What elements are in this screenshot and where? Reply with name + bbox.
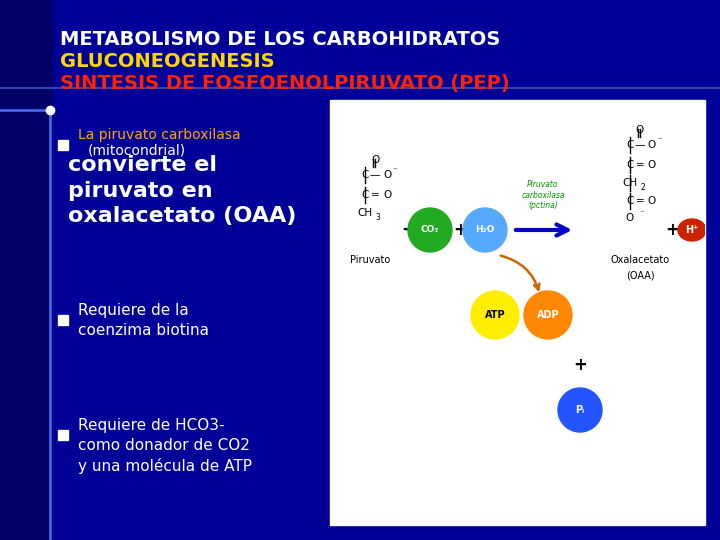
Text: =: =	[636, 196, 644, 206]
Text: CH: CH	[622, 178, 638, 188]
Bar	[58, 140, 68, 150]
Circle shape	[524, 291, 572, 339]
Circle shape	[463, 208, 507, 252]
Text: Oxalacetato: Oxalacetato	[611, 255, 670, 265]
Text: La piruvato carboxilasa: La piruvato carboxilasa	[78, 128, 240, 142]
Text: H₂O: H₂O	[475, 226, 495, 234]
Text: Piruvato: Piruvato	[350, 255, 390, 265]
Text: C: C	[626, 140, 634, 150]
Text: Requiere de HCO3-
como donador de CO2
y una molécula de ATP: Requiere de HCO3- como donador de CO2 y …	[78, 418, 252, 474]
Bar	[0, 0, 52, 540]
Text: ADP: ADP	[536, 310, 559, 320]
Text: O: O	[648, 196, 656, 206]
Text: convierte el
piruvato en
oxalacetato (OAA): convierte el piruvato en oxalacetato (OA…	[68, 155, 297, 226]
Text: O: O	[648, 160, 656, 170]
Text: 3: 3	[376, 213, 380, 221]
Text: (mitocondrial): (mitocondrial)	[88, 144, 186, 158]
Text: SINTESIS DE FOSFOENOLPIRUVATO (PEP): SINTESIS DE FOSFOENOLPIRUVATO (PEP)	[60, 74, 510, 93]
Text: CO₂: CO₂	[420, 226, 439, 234]
Text: =: =	[636, 160, 644, 170]
Text: C: C	[361, 170, 369, 180]
Text: 2: 2	[641, 183, 645, 192]
Text: ⁻: ⁻	[657, 137, 662, 145]
Text: +: +	[573, 356, 587, 374]
Text: =: =	[371, 190, 379, 200]
Text: O: O	[371, 155, 379, 165]
Circle shape	[471, 291, 519, 339]
Text: H⁺: H⁺	[685, 225, 698, 235]
Text: —: —	[370, 170, 380, 180]
Text: ATP: ATP	[485, 310, 505, 320]
Text: Pᵢ: Pᵢ	[575, 405, 585, 415]
Text: Piruvato
carboxilasa
(pctina): Piruvato carboxilasa (pctina)	[521, 180, 564, 210]
Text: C: C	[626, 160, 634, 170]
Text: +: +	[453, 221, 467, 239]
Text: —: —	[635, 140, 645, 150]
Bar	[58, 315, 68, 325]
Text: (OAA): (OAA)	[626, 270, 654, 280]
Text: O: O	[636, 125, 644, 135]
Circle shape	[408, 208, 452, 252]
Text: METABOLISMO DE LOS CARBOHIDRATOS: METABOLISMO DE LOS CARBOHIDRATOS	[60, 30, 500, 49]
Text: +: +	[665, 221, 679, 239]
Text: ⁻: ⁻	[392, 166, 397, 176]
Text: C: C	[361, 190, 369, 200]
Text: GLUCONEOGENESIS: GLUCONEOGENESIS	[60, 52, 274, 71]
Text: O: O	[383, 190, 391, 200]
Text: C: C	[626, 196, 634, 206]
Text: +: +	[401, 221, 415, 239]
Circle shape	[558, 388, 602, 432]
Text: Requiere de la
coenzima biotina: Requiere de la coenzima biotina	[78, 303, 209, 338]
Ellipse shape	[678, 219, 706, 241]
Text: O: O	[626, 213, 634, 223]
Bar	[58, 430, 68, 440]
Text: O: O	[383, 170, 391, 180]
Text: CH: CH	[357, 208, 372, 218]
Text: ⁻: ⁻	[639, 210, 644, 219]
Bar	[330, 100, 705, 525]
Text: O: O	[648, 140, 656, 150]
